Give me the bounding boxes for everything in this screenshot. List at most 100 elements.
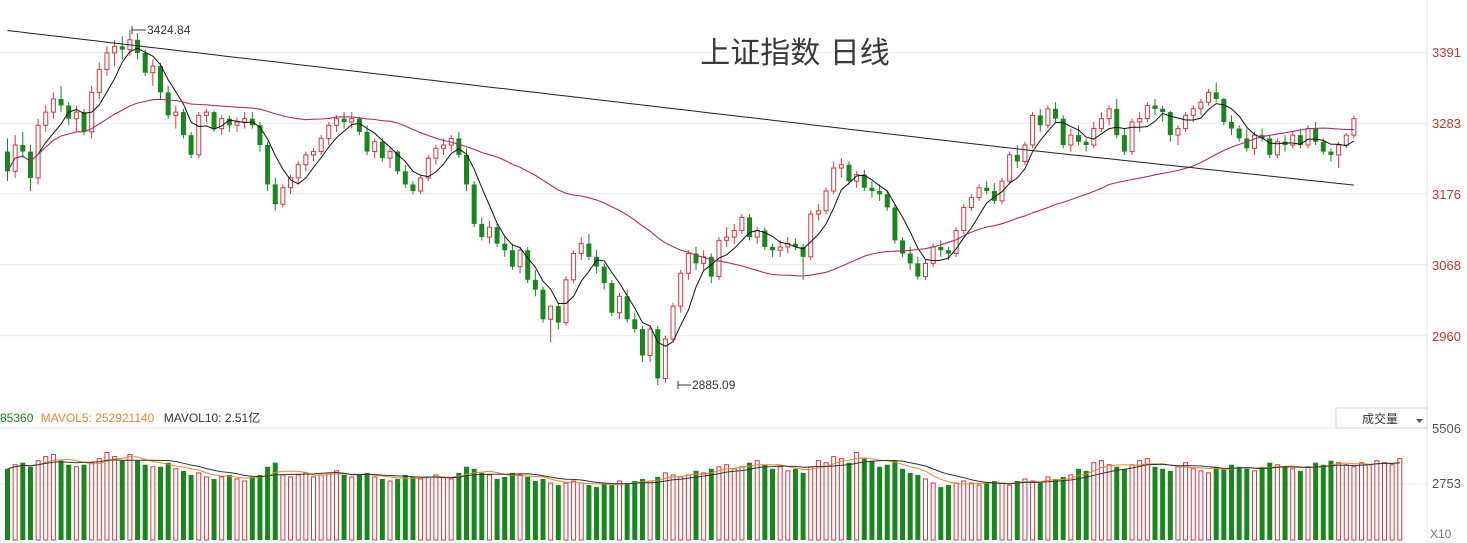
candle-body-down [502,243,508,251]
volume-indicator-selector[interactable]: 成交量 [1335,407,1428,429]
volume-bar-up [1030,480,1036,541]
candle-body-down [135,39,141,53]
candle-body-down [1053,108,1059,119]
volume-bar-down [586,485,592,540]
candle-body-down [770,246,775,251]
candle-body-up [112,45,118,54]
volume-bar-up [1183,462,1189,541]
volume-bar-up [739,466,745,541]
candle-body-down [1313,128,1319,142]
volume-bar-down [655,476,661,540]
volume-bar-up [923,478,928,541]
volume-bar-down [532,481,538,540]
volume-bar-up [731,468,737,541]
volume-bar-down [479,472,485,540]
volume-bar-down [1221,468,1227,540]
candle-body-down [945,250,951,254]
volume-bar-down [402,474,408,540]
volume-bar-up [311,476,316,541]
chevron-down-icon[interactable] [1416,419,1423,423]
volume-bar-down [410,476,416,540]
candle-body-up [1190,108,1196,116]
candle-body-down [158,66,163,93]
price-tick-label: 2960 [1432,329,1461,344]
volume-legend: 85360 MAVOL5: 252921140 MAVOL10: 2.51亿 [0,410,260,425]
candle-body-down [1037,115,1043,126]
volume-bar-up [173,468,179,541]
volume-bar-up [961,480,967,541]
candle-body-up [1030,114,1036,146]
candle-body-up [662,338,668,379]
candle-body-down [1167,112,1173,136]
volume-bar-down [341,474,347,540]
candle-body-down [188,135,194,155]
candle-body-down [226,118,232,126]
volume-bar-down [1083,470,1089,540]
volume-bar-up [295,474,301,541]
candle-body-up [104,52,110,70]
candle-body-down [800,246,806,257]
volume-bar-down [915,474,921,540]
candle-body-down [869,187,875,192]
volume-bar-up [685,474,691,541]
candle-body-up [173,111,179,116]
volume-bar-down [1152,466,1158,540]
volume-bar-down [1160,468,1166,540]
price-tick-label: 3391 [1432,45,1461,60]
candle-body-up [1045,108,1051,126]
candle-body-down [479,223,485,238]
volume-bar-down [1037,483,1043,540]
volume-bar-down [594,487,600,540]
volume-bar-up [280,474,286,541]
candle-body-up [961,206,967,231]
candle-body-up [318,137,324,153]
candle-body-up [1144,105,1150,120]
candle-body-up [1198,101,1204,110]
volume-bar-up [242,480,248,541]
candle-body-up [617,295,622,314]
volume-legend-mavol5: MAVOL5: 252921140 [41,411,155,425]
volume-bar-down [609,485,615,540]
volume-bar-up [96,458,102,541]
candle-body-down [5,151,10,172]
volume-bar-up [1129,464,1135,541]
candle-body-down [792,243,798,247]
candle-body-down [1160,108,1166,113]
volume-bar-up [372,476,378,541]
volume-bar-up [73,466,79,541]
volume-bar-down [502,476,508,540]
candle-body-up [219,118,225,130]
volume-bar-up [234,478,240,541]
volume-bar-down [846,462,852,540]
candle-body-down [509,250,515,267]
candle-body-down [1114,108,1120,136]
volume-bar-up [127,454,133,541]
candle-body-up [288,177,294,189]
volume-bar-up [418,478,424,541]
volume-bar-down [900,468,906,540]
candle-body-down [624,296,630,320]
volume-bar-up [150,466,156,541]
candle-body-up [724,236,730,241]
candle-body-up [203,111,209,116]
volume-bar-down [708,468,714,540]
volume-bar-down [945,485,951,540]
candle-body-down [81,112,87,132]
volume-bar-down [800,472,806,540]
candle-body-up [1007,154,1013,182]
candle-body-up [548,305,554,320]
candle-body-up [372,141,378,153]
chart-title: 上证指数 日线 [700,36,890,71]
candle-body-up [1251,134,1257,149]
candle-body-up [196,114,202,156]
volume-bar-up [303,472,309,541]
selector-box[interactable] [1335,407,1428,429]
candle-body-down [1213,92,1219,99]
candle-body-down [1076,135,1081,142]
volume-bar-down [792,468,798,540]
candle-body-up [571,253,577,281]
volume-bar-up [203,476,209,541]
volume-bar-down [395,478,401,540]
candle-body-down [494,227,500,244]
selector-label[interactable]: 成交量 [1362,411,1398,426]
